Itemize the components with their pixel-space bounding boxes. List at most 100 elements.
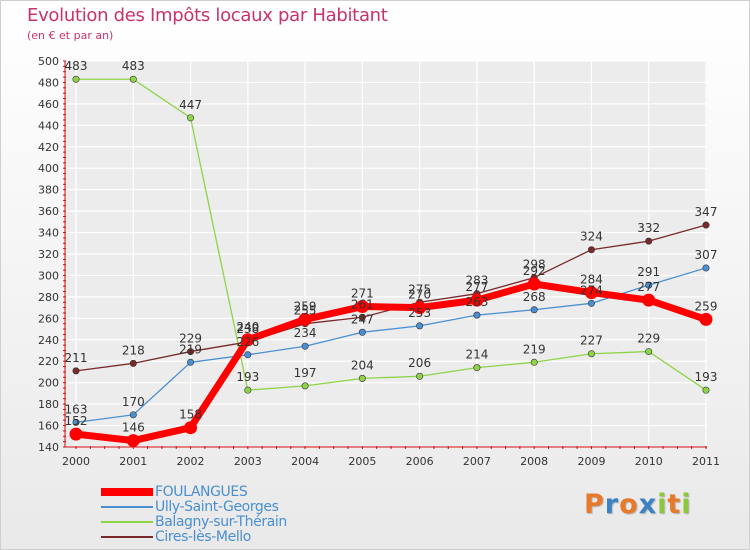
logo-letter: x [638,489,658,520]
data-point [72,75,80,83]
data-point [470,293,484,307]
data-point [301,382,309,390]
data-label: 170 [122,395,145,409]
data-point [72,418,80,426]
y-tick-label: 280 [38,291,59,304]
data-point [702,264,710,272]
legend-swatch [101,536,153,538]
data-label: 211 [65,351,88,365]
data-label: 271 [351,287,374,301]
data-point [358,328,366,336]
data-point [129,359,137,367]
x-tick-label: 2008 [520,455,548,468]
data-label: 298 [523,258,546,272]
data-label: 277 [465,280,488,294]
y-tick-label: 220 [38,355,59,368]
data-point [587,246,595,254]
data-label: 291 [637,265,660,279]
data-label: 163 [65,402,88,416]
data-point [72,367,80,375]
y-tick-label: 440 [38,119,59,132]
data-label: 240 [236,320,259,334]
y-tick-label: 400 [38,162,59,175]
data-point [699,312,713,326]
legend-label: Ully-Saint-Georges [155,499,279,515]
data-label: 229 [179,332,202,346]
y-tick-label: 140 [38,441,59,454]
data-label: 219 [179,342,202,356]
legend-label: Balagny-sur-Thérain [155,514,287,530]
data-point [584,286,598,300]
data-label: 193 [236,370,259,384]
data-point [702,386,710,394]
legend-label: FOULANGUES [155,484,248,500]
logo-letter: P [584,489,605,520]
y-tick-label: 320 [38,248,59,261]
series-line [75,78,707,391]
data-label: 234 [294,326,317,340]
data-label: 255 [294,304,317,318]
data-point [413,301,427,315]
data-point [126,434,140,448]
data-label: 226 [236,335,259,349]
proxiti-logo: Proxiti [584,489,692,520]
logo-letter: i [657,489,668,520]
data-label: 277 [637,280,660,294]
data-point [527,277,541,291]
data-label: 284 [580,273,603,287]
data-label: 483 [122,59,145,73]
x-tick-label: 2010 [635,455,663,468]
data-point [187,358,195,366]
data-label: 218 [122,343,145,357]
data-point [244,386,252,394]
series-balagny-sur-therain [72,75,710,394]
legend-label: Cires-lès-Mello [155,529,251,545]
data-label: 158 [179,408,202,422]
x-tick-label: 2000 [62,455,90,468]
x-tick-label: 2009 [577,455,605,468]
data-label: 483 [65,59,88,73]
data-point [642,293,656,307]
logo-letter: t [667,489,682,520]
data-point [129,411,137,419]
data-point [587,350,595,358]
series-foulangues [69,277,713,448]
data-label: 447 [179,98,202,112]
data-label: 204 [351,358,374,372]
chart-subtitle: (en € et par an) [27,29,114,42]
chart-title: Evolution des Impôts locaux par Habitant [27,5,388,26]
data-point [129,75,137,83]
data-label: 259 [294,299,317,313]
y-tick-label: 460 [38,98,59,111]
data-point [530,306,538,314]
logo-letter: r [604,489,620,520]
data-point [358,313,366,321]
data-label: 283 [465,274,488,288]
y-tick-label: 180 [38,398,59,411]
data-label: 261 [351,297,374,311]
data-point [473,311,481,319]
y-tick-label: 420 [38,141,59,154]
data-point [187,114,195,122]
data-label: 259 [695,299,718,313]
data-point [645,237,653,245]
data-label: 247 [351,312,374,326]
y-tick-label: 380 [38,184,59,197]
legend-swatch [101,521,153,523]
data-label: 253 [408,306,431,320]
data-label: 275 [408,282,431,296]
data-point [587,299,595,307]
data-label: 307 [695,248,718,262]
data-label: 197 [294,366,317,380]
data-label: 347 [695,205,718,219]
data-point [184,421,198,435]
logo-letter: i [681,489,692,520]
data-label: 238 [236,322,259,336]
x-tick-label: 2007 [463,455,491,468]
y-tick-label: 500 [38,55,59,68]
data-label: 270 [408,288,431,302]
data-label: 227 [580,334,603,348]
y-tick-label: 340 [38,227,59,240]
